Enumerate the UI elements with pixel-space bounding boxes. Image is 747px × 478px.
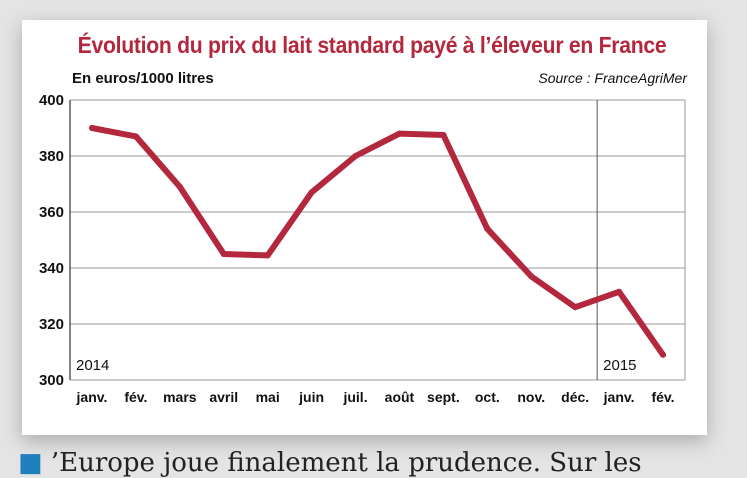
x-tick-label: nov. [517, 389, 545, 405]
x-tick-label: mai [256, 389, 280, 405]
data-point [440, 132, 447, 138]
y-tick-label: 380 [39, 148, 64, 165]
y-unit-label: En euros/1000 litres [72, 70, 214, 87]
data-point [660, 351, 667, 358]
x-tick-label: mars [163, 389, 197, 405]
data-point [88, 125, 95, 131]
data-point [308, 189, 315, 196]
x-tick-label: sept. [427, 389, 460, 405]
article-text: ’Europe joue finalement la prudence. Sur… [50, 448, 642, 478]
data-point [220, 251, 227, 257]
y-tick-label: 300 [39, 372, 64, 389]
year-label: 2014 [76, 357, 109, 374]
data-point [176, 183, 183, 190]
data-point [132, 133, 139, 140]
article-text-line: ■ ’Europe joue finalement la prudence. S… [18, 448, 738, 478]
chart-title: Évolution du prix du lait standard payé … [77, 32, 667, 58]
y-tick-label: 340 [39, 260, 64, 277]
y-tick-label: 400 [39, 92, 64, 109]
bullet-icon: ■ [18, 448, 43, 478]
y-tick-label: 320 [39, 316, 64, 333]
x-tick-label: août [385, 389, 415, 405]
data-point [572, 304, 579, 311]
x-tick-label: oct. [475, 389, 500, 405]
year-label: 2015 [603, 357, 636, 374]
x-tick-label: janv. [603, 389, 635, 405]
chart-card: Évolution du prix du lait standard payé … [22, 20, 707, 435]
x-tick-label: déc. [561, 389, 589, 405]
source-label: Source : FranceAgriMer [538, 70, 687, 86]
y-tick-label: 360 [39, 204, 64, 221]
x-tick-label: juil. [342, 389, 367, 405]
data-point [352, 153, 359, 159]
data-point [396, 130, 403, 137]
data-point [484, 225, 491, 232]
data-point [616, 288, 623, 295]
x-tick-label: juin [298, 389, 324, 405]
price-series-line [89, 125, 666, 358]
data-point [528, 273, 535, 280]
x-tick-label: fév. [651, 389, 674, 405]
x-tick-label: fév. [124, 389, 147, 405]
data-point [264, 252, 271, 259]
x-tick-label: janv. [76, 389, 108, 405]
x-tick-label: avril [209, 389, 238, 405]
